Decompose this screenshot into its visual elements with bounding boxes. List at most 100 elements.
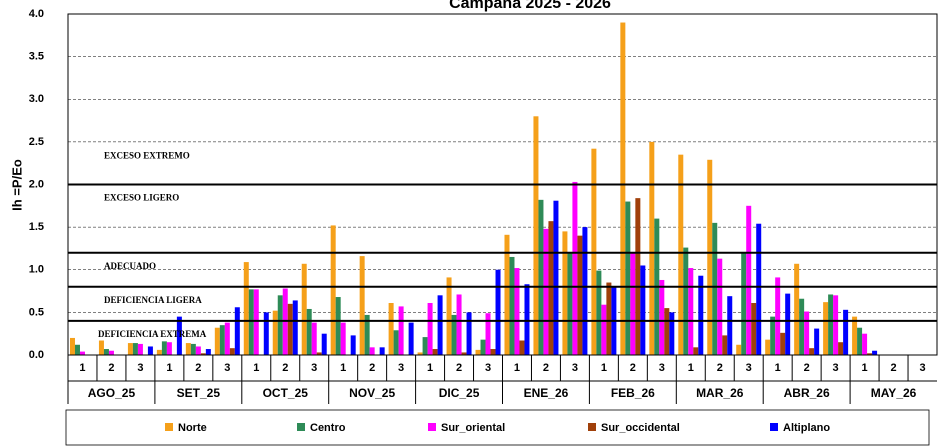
bar	[857, 327, 863, 355]
bar	[582, 227, 588, 355]
bar	[780, 332, 786, 355]
bar	[98, 340, 104, 355]
x-tick-label: 1	[427, 362, 433, 374]
bar	[176, 316, 182, 355]
x-tick-label: 2	[282, 362, 288, 374]
bar	[843, 309, 849, 355]
bar	[200, 353, 206, 355]
bar	[330, 225, 336, 355]
bar	[659, 279, 665, 355]
bar	[688, 268, 694, 355]
y-tick-label: 0.5	[29, 306, 44, 318]
bar	[195, 346, 201, 355]
bar	[103, 349, 109, 355]
bar	[451, 314, 457, 355]
legend-label: Norte	[178, 422, 207, 434]
bar	[137, 343, 143, 355]
x-tick-label: 1	[862, 362, 868, 374]
bar	[393, 330, 399, 355]
bar	[785, 293, 791, 355]
bar	[253, 289, 259, 355]
x-tick-label: 3	[833, 362, 839, 374]
bar	[746, 205, 752, 355]
x-tick-label: 3	[746, 362, 752, 374]
bar	[156, 349, 162, 355]
bar	[79, 351, 85, 355]
bar	[350, 335, 356, 355]
x-tick-label: 2	[630, 362, 636, 374]
bar	[287, 303, 293, 355]
bar	[625, 201, 631, 355]
bar	[495, 269, 501, 355]
bar	[736, 344, 742, 355]
bar	[190, 343, 196, 355]
x-tick-label: 2	[456, 362, 462, 374]
x-tick-label: 1	[340, 362, 346, 374]
group-label: MAY_26	[871, 386, 917, 400]
bar	[799, 298, 805, 355]
bar	[364, 314, 370, 355]
y-tick-label: 2.0	[29, 178, 44, 190]
bar	[248, 289, 254, 355]
bar	[804, 311, 810, 355]
bar	[147, 346, 153, 355]
bar	[765, 339, 771, 355]
bar	[814, 328, 820, 355]
bar	[398, 306, 404, 355]
bar	[301, 263, 307, 355]
group-label: MAR_26	[696, 386, 744, 400]
bar	[775, 277, 781, 355]
bar	[562, 231, 568, 355]
bar	[649, 141, 655, 355]
group-label: FEB_26	[611, 386, 655, 400]
bar	[321, 333, 327, 355]
legend-swatch	[770, 423, 778, 431]
bar	[369, 347, 375, 355]
bar	[379, 347, 385, 355]
bar	[606, 282, 612, 355]
bar	[292, 300, 298, 355]
bar	[509, 256, 515, 355]
bar	[683, 247, 689, 355]
bar	[234, 307, 240, 355]
bar	[219, 325, 225, 355]
x-tick-label: 2	[108, 362, 114, 374]
legend-label: Sur_occidental	[601, 422, 680, 434]
bar	[698, 275, 704, 355]
y-tick-label: 1.5	[29, 221, 44, 233]
x-tick-label: 3	[137, 362, 143, 374]
bar	[214, 327, 220, 355]
legend-label: Centro	[310, 422, 346, 434]
bar	[823, 302, 829, 355]
bar	[437, 295, 443, 355]
bar	[669, 312, 675, 355]
legend-swatch	[297, 423, 305, 431]
bar	[388, 302, 394, 355]
bar	[277, 295, 283, 355]
legend-label: Sur_oriental	[441, 422, 505, 434]
bar	[862, 333, 868, 355]
x-tick-label: 2	[195, 362, 201, 374]
bar	[263, 312, 269, 355]
bar	[712, 222, 718, 355]
bar	[572, 181, 578, 355]
bar	[504, 234, 510, 355]
x-tick-label: 1	[688, 362, 694, 374]
zone-label: DEFICIENCIA EXTREMA	[98, 329, 207, 339]
bar	[751, 302, 757, 355]
bar	[577, 235, 583, 355]
group-label: ENE_26	[524, 386, 569, 400]
y-axis-title: Ih =P/Eo	[9, 159, 24, 211]
x-tick-label: 1	[601, 362, 607, 374]
chart-title: Campana 2025 - 2026	[449, 0, 611, 12]
bar	[272, 310, 278, 355]
bar	[461, 352, 467, 355]
x-tick-label: 3	[311, 362, 317, 374]
bar	[432, 349, 438, 355]
bar	[335, 297, 341, 355]
zone-label: EXCESO LIGERO	[104, 193, 179, 203]
bar	[867, 353, 873, 355]
bar	[717, 258, 723, 355]
x-tick-label: 3	[485, 362, 491, 374]
